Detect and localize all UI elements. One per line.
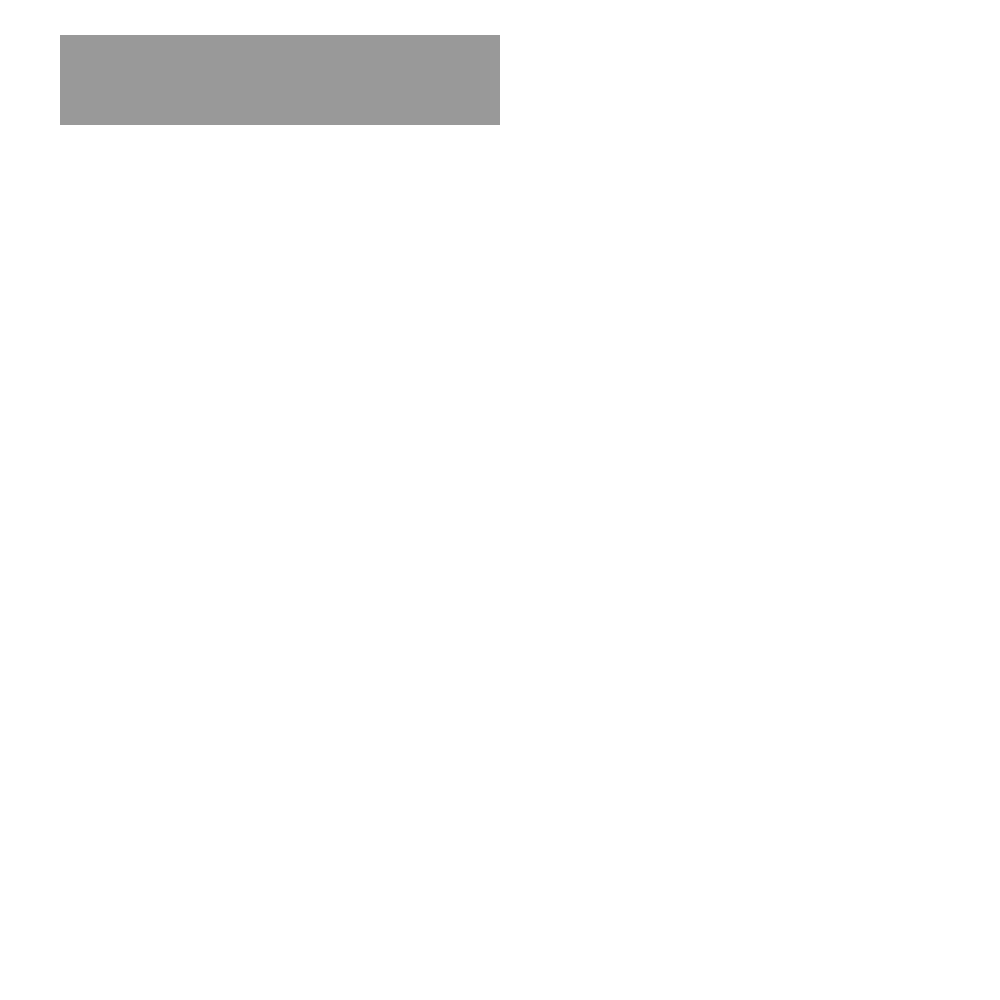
- bits-row: [0, 290, 1000, 790]
- bit-3: [505, 290, 745, 760]
- bit-4: [755, 290, 995, 760]
- title-banner: [60, 35, 500, 125]
- bit-2: [255, 290, 495, 760]
- bit-1: [5, 290, 245, 760]
